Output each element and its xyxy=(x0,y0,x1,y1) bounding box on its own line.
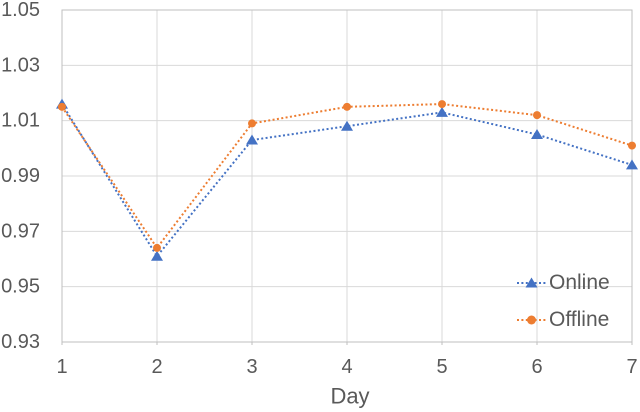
online-triangle-marker-icon xyxy=(531,129,543,139)
legend-item-offline: Offline xyxy=(516,306,610,333)
x-axis-tick-label: 3 xyxy=(246,356,257,378)
x-axis-tick-label: 1 xyxy=(56,356,67,378)
legend: Online Offline xyxy=(516,269,610,343)
offline-circle-marker-icon xyxy=(248,119,256,128)
offline-circle-marker-icon xyxy=(438,100,446,109)
online-triangle-marker-icon xyxy=(436,106,448,117)
online-triangle-marker-icon xyxy=(246,134,258,145)
plot-area-border xyxy=(61,9,633,343)
x-axis-title: Day xyxy=(330,384,369,409)
y-axis-tick-label: 1.03 xyxy=(1,54,40,76)
y-axis-tick-label: 0.95 xyxy=(1,276,40,298)
y-axis-tick-label: 1.01 xyxy=(1,110,40,132)
online-triangle-marker-icon xyxy=(151,250,163,261)
x-axis-tick-label: 2 xyxy=(151,356,162,378)
x-axis-tick-label: 5 xyxy=(436,356,447,378)
offline-circle-marker-icon xyxy=(153,243,161,252)
y-axis-tick-label: 0.93 xyxy=(1,331,40,353)
offline-circle-marker-icon xyxy=(628,141,636,150)
y-axis-tick-label: 0.99 xyxy=(1,165,40,187)
offline-circle-marker-icon xyxy=(58,102,66,111)
legend-label-offline: Offline xyxy=(549,308,610,331)
offline-circle-marker-icon xyxy=(533,111,541,120)
online-triangle-marker-icon xyxy=(626,159,638,170)
y-axis-tick-label: 1.05 xyxy=(1,0,40,21)
series-group xyxy=(56,98,638,261)
legend-label-online: Online xyxy=(549,271,610,294)
online-legend-marker-icon xyxy=(517,277,546,287)
plot-border xyxy=(61,9,633,345)
y-axis-tick-label: 0.97 xyxy=(1,220,40,242)
legend-item-online: Online xyxy=(516,269,610,296)
x-axis-tick-label: 6 xyxy=(531,356,542,378)
x-axis-tick-label: 7 xyxy=(626,356,637,378)
offline-circle-marker-icon xyxy=(343,102,351,111)
online-triangle-marker-icon xyxy=(341,120,353,131)
x-axis-tick-label: 4 xyxy=(341,356,352,378)
offline-legend-marker-icon xyxy=(517,315,546,324)
axis-labels: 0.93 0.95 0.97 0.99 1.01 1.03 1.05 1 2 3 4 5 6 7 xyxy=(1,0,638,378)
